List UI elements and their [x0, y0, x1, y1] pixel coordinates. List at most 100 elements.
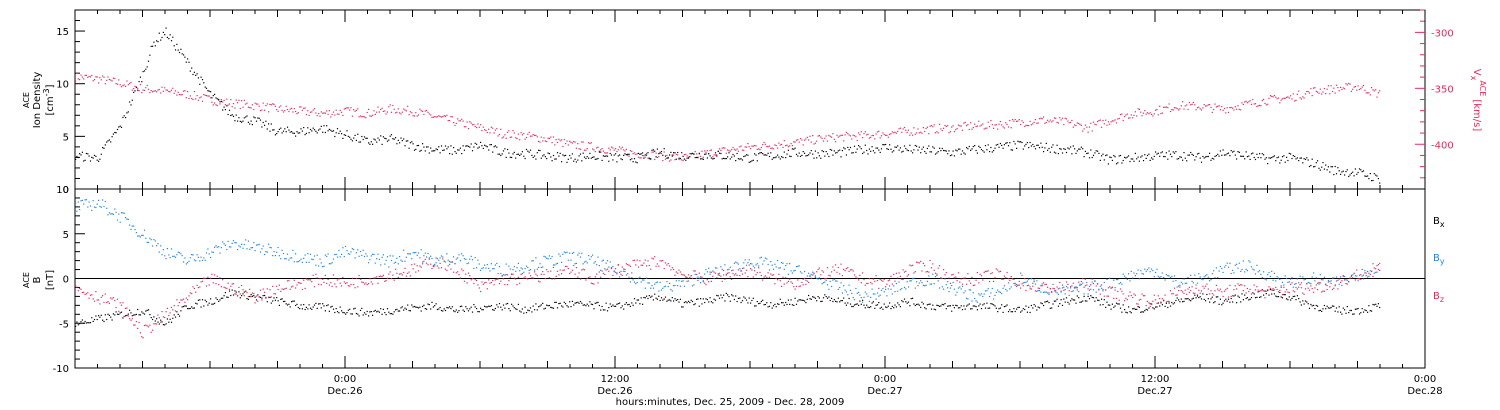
bx-series-point — [512, 305, 514, 307]
by-series-point — [1145, 270, 1147, 272]
by-series-point — [1059, 287, 1061, 289]
density-series-point — [428, 152, 430, 154]
bz-series-point — [315, 273, 317, 275]
bz-series-point — [369, 278, 371, 280]
by-series-point — [700, 282, 702, 284]
bx-series-point — [960, 305, 962, 307]
by-series-point — [1048, 293, 1050, 296]
density-series-point — [1211, 157, 1213, 159]
vx-series-point — [285, 105, 287, 107]
bz-series-point — [1140, 298, 1142, 300]
bz-series-point — [1105, 289, 1107, 291]
vx-series-point — [1187, 108, 1189, 111]
by-series-point — [862, 301, 864, 303]
by-series-point — [1287, 281, 1289, 283]
vx-series-point — [872, 134, 874, 137]
bz-series-point — [1082, 278, 1084, 280]
bz-series-point — [96, 299, 98, 301]
vx-series-point — [119, 84, 121, 86]
by-series-point — [542, 266, 544, 268]
by-series-point — [1286, 277, 1288, 280]
density-series-point — [301, 130, 303, 132]
by-series-point — [1341, 284, 1343, 286]
density-series-point — [458, 149, 460, 151]
by-series-point — [1210, 279, 1212, 281]
bz-series-point — [1067, 283, 1069, 285]
bz-series-point — [443, 260, 445, 262]
bz-series-point — [883, 278, 885, 281]
density-series-point — [1240, 155, 1242, 157]
by-series-point — [343, 255, 345, 258]
bz-series-point — [261, 299, 263, 301]
bz-series-point — [1342, 275, 1344, 277]
density-series-point — [1098, 152, 1100, 154]
vx-series-point — [573, 140, 575, 143]
by-series-point — [566, 251, 568, 253]
by-series-point — [1241, 269, 1243, 271]
bx-series-point — [562, 306, 564, 308]
by-series-point — [883, 291, 885, 293]
bx-series-point — [438, 308, 440, 310]
bx-series-point — [1225, 298, 1227, 300]
bx-series-point — [154, 320, 156, 322]
bx-series-point — [687, 300, 690, 302]
bx-series-point — [899, 306, 901, 308]
by-series-point — [640, 281, 642, 283]
by-series-point — [532, 260, 534, 262]
bz-series-point — [637, 266, 640, 268]
density-series-point — [368, 142, 370, 144]
vx-series-point — [1276, 98, 1278, 100]
by-series-point — [600, 269, 602, 271]
bz-series-point — [1357, 278, 1359, 280]
by-series-point — [1132, 277, 1134, 279]
vx-series-point — [363, 116, 366, 118]
density-series-point — [1052, 144, 1054, 146]
vx-series-point — [531, 135, 533, 137]
vx-series-point — [1352, 88, 1354, 90]
density-series-point — [366, 137, 368, 139]
density-series-point — [203, 82, 205, 84]
density-series-point — [430, 147, 432, 149]
density-series-point — [1286, 156, 1288, 158]
density-series-point — [781, 156, 783, 158]
bz-series-point — [700, 276, 702, 278]
by-series-point — [143, 229, 146, 231]
density-series-point — [384, 137, 386, 139]
bz-series-point — [427, 264, 429, 266]
by-series-point — [1333, 277, 1335, 279]
density-series-point — [1200, 161, 1203, 163]
bx-series-point — [1011, 311, 1014, 313]
bz-series-point — [1217, 288, 1219, 290]
density-series-point — [975, 149, 977, 152]
bx-series-point — [817, 296, 819, 298]
bz-series-point — [858, 279, 860, 281]
vx-series-point — [395, 112, 397, 114]
bx-series-point — [488, 305, 490, 307]
by-series-point — [960, 288, 962, 290]
bz-series-point — [470, 279, 472, 281]
vx-series-point — [1372, 89, 1374, 91]
vx-series-point — [524, 138, 526, 140]
density-series-point — [709, 155, 711, 157]
density-series-point — [149, 54, 151, 56]
density-series-point — [106, 141, 108, 143]
by-series-point — [1275, 280, 1277, 282]
vx-series-point — [1267, 103, 1269, 105]
bz-series-point — [482, 283, 484, 285]
vx-series-point — [1311, 95, 1313, 97]
by-series-point — [706, 271, 708, 273]
bx-series-point — [328, 310, 330, 312]
density-series-point — [1183, 152, 1185, 154]
legend-by: By — [1433, 253, 1445, 266]
vx-series-point — [331, 113, 333, 115]
bz-series-point — [891, 283, 893, 285]
bz-series-point — [1263, 290, 1265, 292]
vx-series-point — [397, 108, 399, 110]
vx-series-point — [1049, 119, 1051, 121]
bz-series-point — [1198, 289, 1200, 291]
by-series-point — [686, 277, 688, 279]
density-series-point — [222, 109, 224, 111]
vx-series-point — [1221, 105, 1223, 108]
bx-series-point — [1013, 308, 1015, 310]
density-series-point — [979, 146, 981, 149]
